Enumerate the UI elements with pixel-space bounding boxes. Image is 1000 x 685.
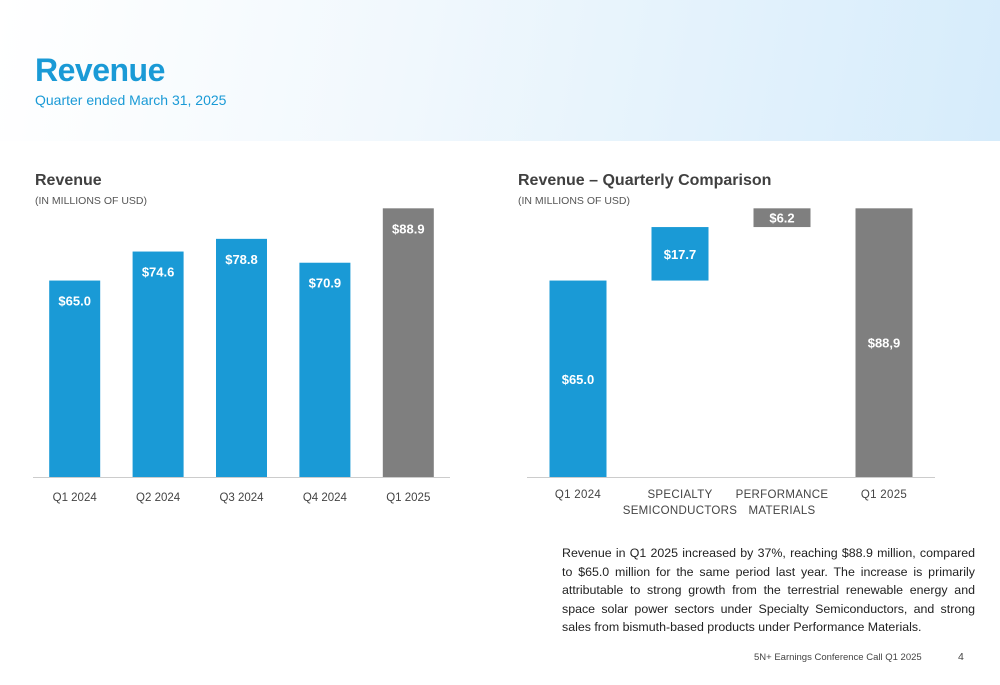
left-x-tick-2: Q3 2024 <box>219 492 264 504</box>
waterfall-bar-1 <box>651 227 709 281</box>
right-x-tick-2-1: MATERIALS <box>748 505 815 517</box>
revenue-bar-label-0: $65.0 <box>58 294 91 309</box>
left-chart-units: (IN MILLIONS OF USD) <box>35 195 148 207</box>
revenue-commentary: Revenue in Q1 2025 increased by 37%, rea… <box>562 546 975 635</box>
waterfall-bar-label-2: $6.2 <box>769 211 794 226</box>
left-x-tick-3: Q4 2024 <box>303 492 348 504</box>
revenue-bar-1 <box>132 251 184 477</box>
revenue-bar-0 <box>49 280 101 477</box>
footer-event: 5N+ Earnings Conference Call Q1 2025 <box>754 652 922 663</box>
waterfall-bar-label-0: $65.0 <box>562 372 595 387</box>
right-x-tick-3-0: Q1 2025 <box>861 489 907 501</box>
right-x-tick-2-0: PERFORMANCE <box>736 489 829 501</box>
revenue-bar-label-2: $78.8 <box>225 252 258 267</box>
waterfall-bar-0 <box>549 280 607 477</box>
revenue-bar-label-3: $70.9 <box>309 276 342 291</box>
right-x-tick-1-1: SEMICONDUCTORS <box>623 505 738 517</box>
page-title: Revenue <box>35 52 165 88</box>
left-x-tick-0: Q1 2024 <box>53 492 98 504</box>
right-x-tick-0-0: Q1 2024 <box>555 489 602 501</box>
right-chart-units: (IN MILLIONS OF USD) <box>518 195 631 207</box>
waterfall-bar-3 <box>855 208 913 477</box>
page-subtitle: Quarter ended March 31, 2025 <box>35 92 227 108</box>
revenue-bar-4 <box>382 208 434 477</box>
right-x-tick-1-0: SPECIALTY <box>647 489 712 501</box>
left-x-tick-1: Q2 2024 <box>136 492 181 504</box>
page-number: 4 <box>958 651 964 663</box>
revenue-bar-3 <box>299 262 351 477</box>
left-x-tick-4: Q1 2025 <box>386 492 430 504</box>
revenue-bar-label-1: $74.6 <box>142 265 175 280</box>
left-chart-title: Revenue <box>35 172 102 189</box>
header-banner: Revenue Quarter ended March 31, 2025 <box>0 0 1000 141</box>
waterfall-bar-2 <box>753 208 811 228</box>
revenue-bar-label-4: $88.9 <box>392 221 425 236</box>
right-chart-title: Revenue – Quarterly Comparison <box>518 172 772 189</box>
waterfall-bar-label-3: $88,9 <box>868 336 901 351</box>
waterfall-bar-label-1: $17.7 <box>664 247 697 262</box>
revenue-bar-2 <box>216 238 267 477</box>
